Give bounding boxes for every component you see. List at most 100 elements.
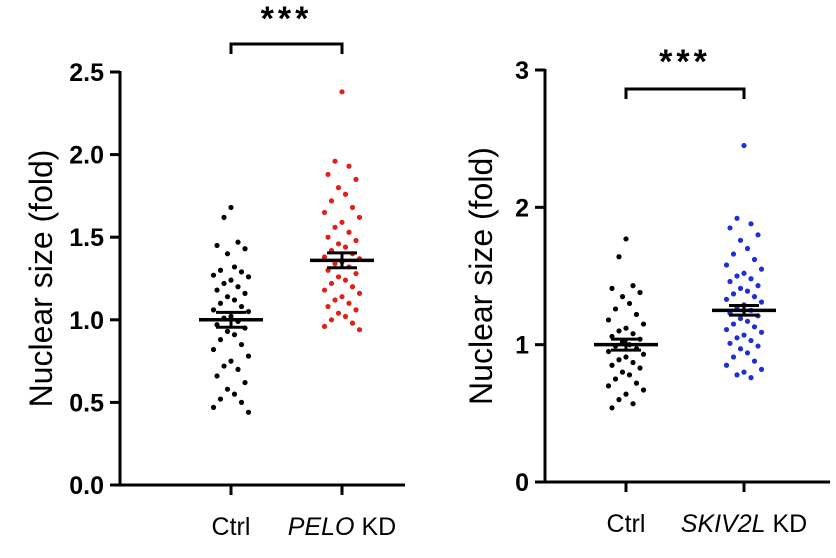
data-point (224, 386, 231, 392)
data-point (605, 317, 612, 323)
data-point (755, 283, 761, 289)
y-tick-label: 2.5 (69, 59, 104, 87)
data-point (342, 277, 349, 283)
y-tick-label: 2 (515, 194, 529, 222)
y-tick-label: 0 (515, 469, 529, 497)
data-point (321, 254, 328, 260)
data-point (727, 278, 733, 285)
data-point (356, 327, 363, 333)
significance-bracket (229, 42, 344, 54)
data-point (235, 284, 241, 290)
data-point (734, 273, 740, 279)
data-point (339, 219, 345, 225)
data-point (734, 335, 740, 341)
data-point (214, 373, 220, 379)
data-point (242, 290, 248, 296)
data-point (353, 237, 359, 244)
data-point (727, 340, 733, 346)
data-point (737, 237, 744, 243)
data-point (737, 315, 744, 322)
data-point (748, 221, 754, 227)
data-point (616, 254, 622, 260)
data-point (623, 325, 629, 331)
data-point (224, 251, 231, 257)
data-point (231, 332, 238, 338)
data-point (730, 251, 737, 257)
data-point (221, 363, 227, 369)
data-point (616, 397, 622, 403)
x-category-label: SKIV2L KD (681, 510, 807, 538)
data-point (737, 285, 744, 291)
data-point (755, 343, 761, 349)
data-point (758, 299, 765, 305)
data-point (612, 306, 619, 312)
data-point (217, 396, 224, 402)
data-point (245, 308, 252, 315)
data-point (238, 341, 245, 348)
data-point (609, 362, 615, 368)
data-point (217, 300, 224, 306)
data-point (228, 204, 234, 211)
data-point (744, 288, 751, 294)
data-point (741, 142, 747, 149)
x-category-label: Ctrl (212, 513, 251, 541)
data-point (214, 242, 220, 249)
data-point (332, 224, 338, 230)
y-axis-title: Nuclear size (fold) (23, 150, 59, 408)
data-point (737, 346, 744, 352)
chart-panel-skiv2l: 0 1 2 3 Ctrl SKIV2L KD Nuclear size (fold) *** (463, 43, 830, 538)
data-point (349, 320, 356, 326)
data-point (741, 270, 747, 276)
data-point (723, 362, 730, 368)
data-point (744, 350, 751, 356)
data-point (245, 274, 252, 280)
data-point (356, 214, 363, 220)
data-point (723, 326, 730, 333)
data-point (734, 372, 740, 378)
data-point (228, 277, 234, 283)
data-point (335, 241, 342, 247)
y-tick-label: 0.0 (69, 472, 104, 500)
data-point (335, 310, 342, 316)
data-point (238, 303, 245, 310)
data-point (748, 337, 754, 344)
data-point (321, 323, 328, 330)
data-point (221, 280, 227, 287)
data-point (349, 204, 356, 211)
data-point (605, 348, 612, 355)
data-point (751, 294, 758, 300)
data-point (748, 276, 754, 282)
data-point (339, 89, 345, 95)
y-tick-label: 1 (515, 332, 529, 360)
data-point (228, 358, 234, 364)
data-point (353, 270, 359, 277)
data-point (217, 267, 224, 273)
data-point (210, 307, 217, 313)
data-point (751, 256, 758, 263)
data-point (321, 287, 328, 293)
significance-label: *** (261, 0, 313, 38)
data-point (609, 405, 615, 411)
data-point (238, 269, 245, 275)
data-point (342, 313, 349, 320)
data-point (637, 289, 643, 296)
data-point (730, 321, 737, 327)
data-point (353, 307, 359, 313)
data-point (748, 375, 754, 381)
data-point (321, 209, 328, 216)
data-point (741, 369, 747, 375)
data-point (325, 234, 331, 240)
data-point (734, 215, 740, 221)
data-point (637, 365, 643, 371)
data-point (623, 354, 629, 360)
data-point (231, 391, 238, 397)
data-point (623, 391, 629, 397)
data-point (332, 297, 338, 303)
data-point (730, 291, 737, 297)
data-point (623, 236, 629, 242)
data-point (640, 351, 647, 357)
data-point (356, 290, 363, 296)
data-point (616, 328, 622, 334)
data-point (755, 232, 761, 238)
